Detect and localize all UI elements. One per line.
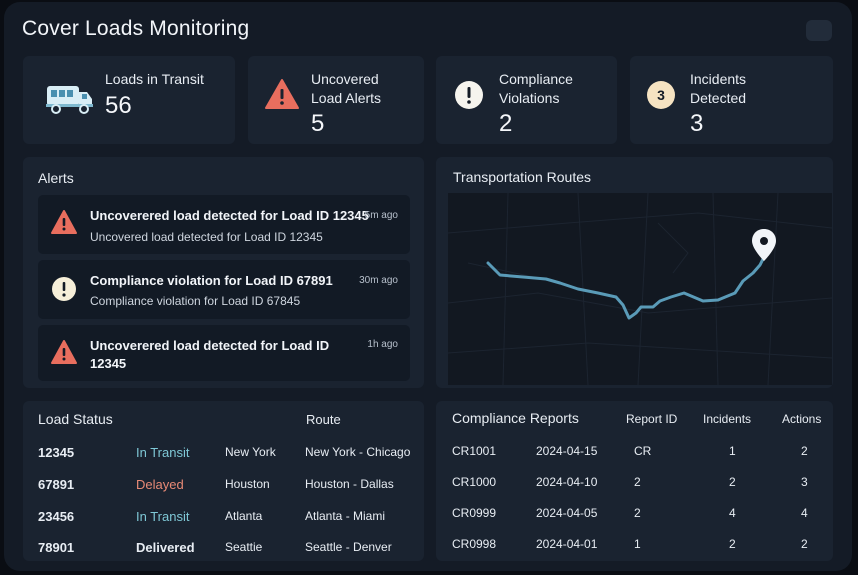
stat-label: Loads in Transit: [105, 71, 204, 87]
route-line: [486, 253, 767, 320]
column-header-incidents: Incidents: [703, 412, 752, 426]
alert-title: Uncoverered load detected for Load ID 123…: [90, 338, 330, 371]
report-date: 2024-04-15: [536, 444, 598, 458]
alert-item[interactable]: Uncoverered load detected for Load ID 123…: [38, 325, 410, 381]
stat-value: 3: [690, 110, 704, 137]
load-id: 12345: [38, 445, 75, 460]
stat-label: Incidents Detected: [690, 71, 747, 106]
alerts-title: Alerts: [38, 170, 74, 186]
load-status: Delayed: [136, 477, 184, 492]
load-route: Atlanta - Miami: [305, 509, 386, 523]
load-location: Houston: [225, 477, 270, 491]
report-ref: CR: [634, 444, 652, 458]
stat-card-uncovered-alerts[interactable]: Uncovered Load Alerts 5: [248, 56, 424, 144]
report-ref: 2: [634, 475, 641, 489]
page-title: Cover Loads Monitoring: [22, 17, 250, 40]
load-status-title: Load Status: [38, 411, 113, 427]
truck-icon: [45, 82, 95, 121]
load-status: In Transit: [136, 509, 190, 524]
load-location: Atlanta: [225, 509, 263, 523]
load-route: Houston - Dallas: [305, 477, 394, 491]
alert-title: Uncoverered load detected for Load ID 12…: [90, 208, 369, 223]
alert-item[interactable]: Compliance violation for Load ID 67891 C…: [38, 260, 410, 319]
alert-time: 1h ago: [367, 339, 398, 350]
routes-title: Transportation Routes: [453, 169, 591, 185]
report-id: CR1001: [452, 444, 497, 458]
route-column-header: Route: [306, 412, 341, 427]
report-date: 2024-04-05: [536, 506, 598, 520]
menu-button[interactable]: [806, 20, 832, 41]
load-location: New York: [225, 445, 276, 459]
alert-subtitle: Uncovered load detected for Load ID 1234…: [90, 230, 323, 244]
number-badge-icon: 3: [647, 81, 675, 109]
exclamation-icon: [51, 276, 77, 307]
load-id: 78901: [38, 540, 75, 555]
alert-time: 5m ago: [364, 210, 398, 221]
route-map[interactable]: [448, 193, 832, 385]
column-header-actions: Actions: [782, 412, 822, 426]
compliance-title: Compliance Reports: [452, 410, 579, 426]
report-actions: 3: [801, 475, 808, 489]
exclamation-icon: [454, 80, 484, 115]
warning-icon: [50, 339, 78, 370]
report-incidents: 2: [729, 475, 736, 489]
report-actions: 2: [801, 537, 808, 551]
alert-time: 30m ago: [359, 275, 398, 286]
warning-icon: [50, 209, 78, 240]
report-incidents: 4: [729, 506, 736, 520]
load-status: Delivered: [136, 540, 195, 555]
load-status: In Transit: [136, 445, 190, 460]
report-incidents: 1: [729, 444, 736, 458]
load-status-panel: [23, 401, 424, 561]
stat-card-loads-in-transit[interactable]: Loads in Transit 56: [23, 56, 235, 144]
report-id: CR0998: [452, 537, 497, 551]
stat-label: Compliance Violations: [499, 71, 573, 106]
stat-card-incidents-detected[interactable]: 3 Incidents Detected 3: [630, 56, 833, 144]
report-ref: 1: [634, 537, 641, 551]
report-id: CR0999: [452, 506, 497, 520]
stat-value: 5: [311, 110, 325, 137]
load-location: Seattie: [225, 540, 263, 554]
report-id: CR1000: [452, 475, 497, 489]
report-actions: 4: [801, 506, 808, 520]
load-route: Seattle - Denver: [305, 540, 392, 554]
stat-label: Uncovered Load Alerts: [311, 71, 382, 106]
stat-card-compliance-violations[interactable]: Compliance Violations 2: [436, 56, 617, 144]
load-id: 67891: [38, 477, 75, 492]
warning-icon: [264, 78, 300, 115]
load-id: 23456: [38, 509, 75, 524]
report-actions: 2: [801, 444, 808, 458]
report-date: 2024-04-10: [536, 475, 598, 489]
column-header-report-id: Report ID: [626, 412, 678, 426]
stat-value: 2: [499, 110, 513, 137]
report-date: 2024-04-01: [536, 537, 598, 551]
alert-subtitle: Compliance violation for Load ID 67845: [90, 294, 301, 308]
alert-title: Compliance violation for Load ID 67891: [90, 273, 333, 288]
map-pin-icon: [752, 229, 776, 261]
load-route: New York - Chicago: [305, 445, 411, 459]
alert-item[interactable]: Uncoverered load detected for Load ID 12…: [38, 195, 410, 254]
compliance-panel: [436, 401, 833, 561]
report-incidents: 2: [729, 537, 736, 551]
stat-value: 56: [105, 92, 132, 119]
report-ref: 2: [634, 506, 641, 520]
